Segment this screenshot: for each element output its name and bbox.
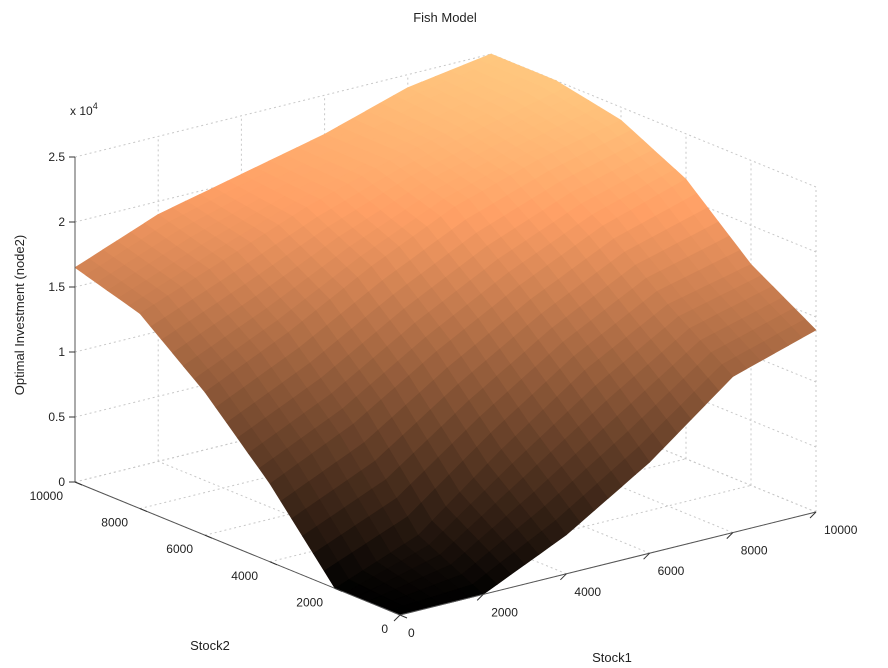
x-tick-mark (809, 511, 817, 519)
y-tick-label: 10000 (30, 489, 64, 503)
z-tick-label: 1 (58, 345, 65, 359)
x-tick-mark (393, 614, 401, 622)
surface (74, 53, 817, 616)
z-exponent-label: x 104 (70, 101, 98, 118)
z-tick-label: 2 (58, 215, 65, 229)
y-tick-mark (139, 508, 148, 513)
y-tick-label: 4000 (231, 569, 258, 583)
right-wall-grid-line (490, 53, 817, 188)
z-tick-label: 2.5 (48, 150, 65, 164)
x-tick-label: 6000 (658, 564, 685, 578)
x-tick-label: 0 (408, 626, 415, 640)
chart-title: Fish Model (413, 10, 477, 25)
x-tick-label: 10000 (824, 523, 858, 537)
back-wall-grid-line (74, 378, 492, 483)
back-wall-grid-line (74, 313, 492, 418)
x-tick-mark (476, 594, 484, 601)
y-axis-line (74, 481, 401, 616)
y-tick-label: 6000 (166, 542, 193, 556)
x-tick-label: 2000 (491, 605, 518, 619)
y-tick-label: 8000 (101, 516, 128, 530)
y-tick-mark (269, 561, 278, 566)
floor-grid-line (204, 431, 622, 536)
z-tick-label: 0 (58, 475, 65, 489)
back-wall-grid-line (74, 248, 492, 353)
y-tick-label: 2000 (296, 595, 323, 609)
x-tick-mark (726, 532, 734, 539)
z-tick-label: 1.5 (48, 280, 65, 294)
x-tick-label: 8000 (741, 544, 768, 558)
axes: 0200040006000800010000020004000600080001… (30, 150, 858, 640)
y-tick-label: 0 (381, 622, 388, 636)
y-tick-mark (399, 614, 408, 619)
z-exponent-base: x 10 (70, 104, 93, 118)
back-wall-grid-line (74, 53, 492, 158)
x-tick-mark (560, 573, 567, 581)
z-tick-label: 0.5 (48, 410, 65, 424)
y-axis-label: Stock2 (190, 638, 230, 653)
floor-grid-line (139, 405, 557, 510)
x-tick-mark (643, 552, 650, 560)
z-axis-label: Optimal Investment (node2) (12, 235, 27, 395)
y-tick-mark (204, 534, 213, 539)
z-exponent-power: 4 (93, 101, 98, 111)
x-axis-line (399, 511, 817, 616)
back-wall-grid-line (74, 118, 492, 223)
y-tick-mark (74, 481, 83, 486)
y-tick-mark (334, 587, 343, 592)
x-axis-label: Stock1 (592, 650, 632, 665)
x-tick-label: 4000 (574, 585, 601, 599)
